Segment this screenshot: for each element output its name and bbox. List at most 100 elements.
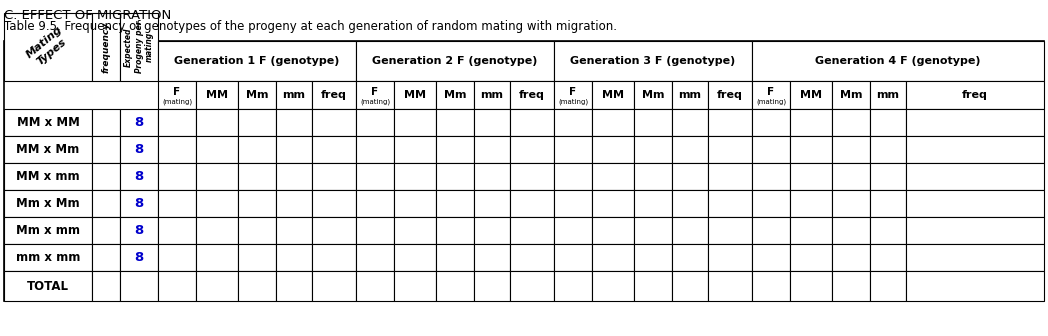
Bar	[832, 81, 870, 109]
Text: Mm: Mm	[641, 90, 664, 100]
Bar	[832, 136, 870, 163]
Bar	[436, 163, 474, 190]
Bar	[870, 136, 907, 163]
Bar	[672, 163, 708, 190]
Bar	[907, 81, 1044, 109]
Bar	[238, 163, 276, 190]
Bar	[276, 163, 312, 190]
Bar	[356, 190, 394, 217]
Bar	[634, 136, 672, 163]
Bar	[158, 217, 196, 244]
Bar	[92, 163, 121, 190]
Bar	[752, 244, 790, 271]
Bar	[121, 244, 158, 271]
Text: MM x Mm: MM x Mm	[17, 143, 80, 156]
Bar	[790, 244, 832, 271]
Text: (mating): (mating)	[359, 99, 390, 105]
Bar	[870, 81, 907, 109]
Bar	[312, 190, 356, 217]
Text: F: F	[371, 87, 378, 97]
Bar	[554, 217, 592, 244]
Bar	[4, 271, 92, 301]
Bar	[4, 190, 92, 217]
Bar	[356, 136, 394, 163]
Text: 8: 8	[134, 251, 144, 264]
Bar	[832, 190, 870, 217]
Text: freq: freq	[962, 90, 988, 100]
Bar	[312, 244, 356, 271]
Bar	[592, 190, 634, 217]
Text: MM: MM	[403, 90, 425, 100]
Bar	[634, 190, 672, 217]
Bar	[4, 41, 1044, 301]
Text: 8: 8	[134, 170, 144, 183]
Text: frequency: frequency	[102, 22, 110, 73]
Bar	[238, 109, 276, 136]
Text: freq: freq	[519, 90, 545, 100]
Bar	[276, 190, 312, 217]
Bar	[554, 41, 752, 81]
Bar	[436, 271, 474, 301]
Bar	[356, 81, 394, 109]
Bar	[394, 81, 436, 109]
Bar	[158, 81, 196, 109]
Bar	[554, 163, 592, 190]
Bar	[832, 217, 870, 244]
Bar	[554, 190, 592, 217]
Bar	[907, 163, 1044, 190]
Bar	[752, 217, 790, 244]
Bar	[752, 271, 790, 301]
Text: 8: 8	[134, 224, 144, 237]
Bar	[870, 109, 907, 136]
Bar	[158, 190, 196, 217]
Bar	[592, 136, 634, 163]
Bar	[158, 271, 196, 301]
Text: (mating): (mating)	[162, 99, 192, 105]
Bar	[790, 136, 832, 163]
Bar	[121, 271, 158, 301]
Bar	[832, 109, 870, 136]
Bar	[474, 136, 510, 163]
Bar	[196, 109, 238, 136]
Bar	[474, 190, 510, 217]
Text: Table 9.5. Frequency of genotypes of the progeny at each generation of random ma: Table 9.5. Frequency of genotypes of the…	[4, 20, 617, 33]
Text: (mating): (mating)	[558, 99, 588, 105]
Bar	[312, 109, 356, 136]
Bar	[907, 271, 1044, 301]
Bar	[708, 109, 752, 136]
Bar	[474, 217, 510, 244]
Bar	[196, 163, 238, 190]
Bar	[121, 163, 158, 190]
Bar	[4, 13, 92, 81]
Bar	[554, 81, 592, 109]
Bar	[196, 244, 238, 271]
Bar	[394, 271, 436, 301]
Text: Generation 3 F (genotype): Generation 3 F (genotype)	[570, 56, 736, 66]
Bar	[158, 109, 196, 136]
Bar	[158, 41, 356, 81]
Text: C. EFFECT OF MIGRATION: C. EFFECT OF MIGRATION	[4, 9, 171, 22]
Bar	[554, 271, 592, 301]
Bar	[276, 81, 312, 109]
Bar	[708, 217, 752, 244]
Bar	[708, 81, 752, 109]
Text: F: F	[767, 87, 774, 97]
Bar	[634, 109, 672, 136]
Bar	[474, 271, 510, 301]
Bar	[832, 163, 870, 190]
Bar	[312, 136, 356, 163]
Text: 8: 8	[134, 116, 144, 129]
Text: freq: freq	[717, 90, 743, 100]
Bar	[510, 136, 554, 163]
Bar	[510, 271, 554, 301]
Bar	[436, 244, 474, 271]
Text: Expected
Progeny per
mating: Expected Progeny per mating	[124, 21, 154, 73]
Bar	[672, 109, 708, 136]
Bar	[708, 190, 752, 217]
Bar	[907, 244, 1044, 271]
Text: F: F	[173, 87, 180, 97]
Bar	[510, 244, 554, 271]
Text: mm x mm: mm x mm	[16, 251, 81, 264]
Bar	[312, 271, 356, 301]
Bar	[356, 109, 394, 136]
